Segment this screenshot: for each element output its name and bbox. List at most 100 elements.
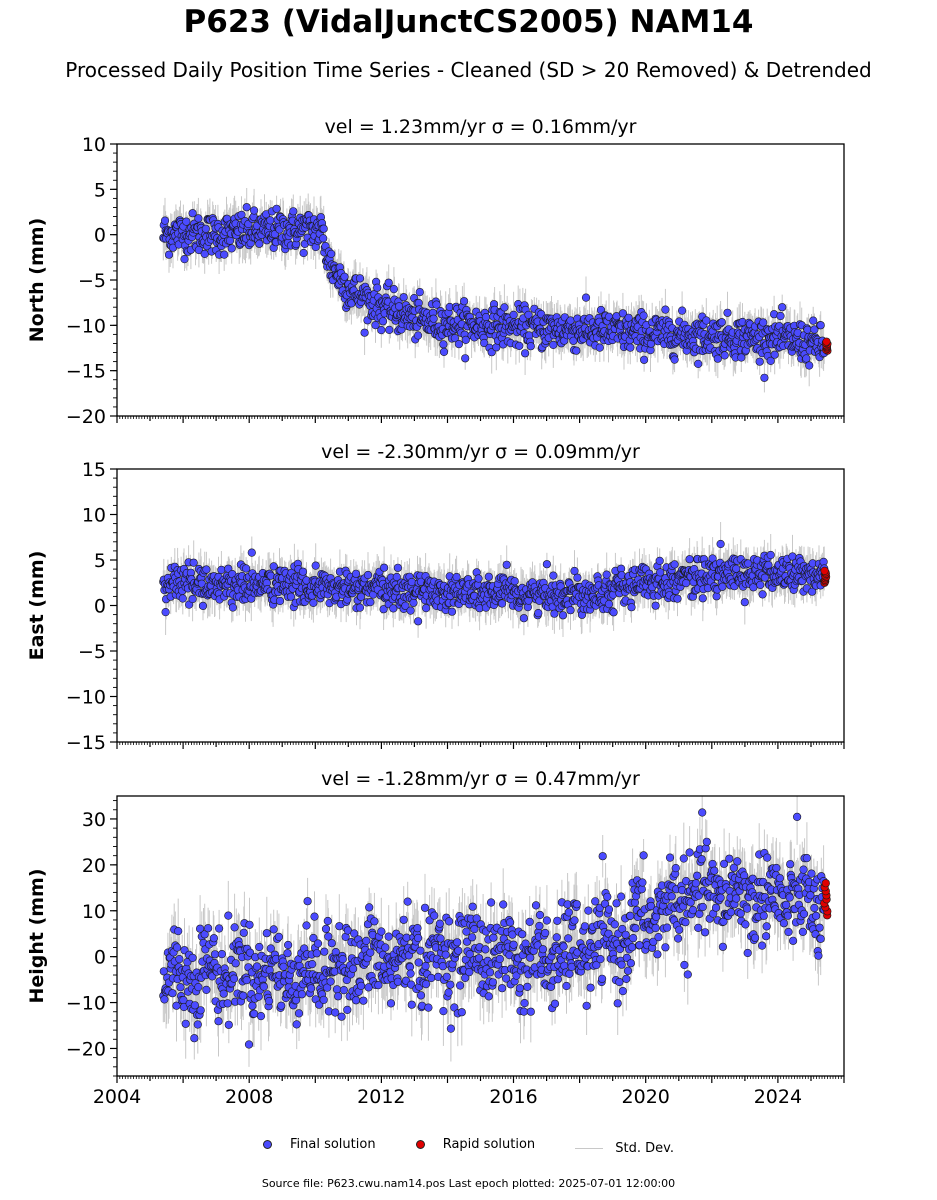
final-solution-point: [414, 617, 423, 626]
final-solution-point: [542, 560, 552, 569]
final-solution-point: [228, 603, 237, 612]
final-solution-point: [776, 311, 785, 321]
final-solution-point: [661, 305, 670, 314]
final-solution-point: [450, 334, 460, 343]
final-solution-point: [439, 340, 448, 349]
final-solution-point: [299, 248, 308, 258]
final-solution-point: [407, 577, 416, 587]
final-solution-point: [182, 217, 191, 226]
rapid-solution-point: [820, 566, 829, 576]
final-solution-point: [363, 570, 373, 580]
final-solution-point: [573, 573, 582, 582]
final-solution-point: [351, 569, 361, 578]
final-solution-point: [500, 303, 509, 312]
final-solution-point: [549, 340, 558, 350]
y-tick-label: 10: [82, 134, 106, 156]
final-solution-point: [481, 313, 491, 322]
final-solution-point: [712, 592, 721, 601]
x-axis-ticks: [116, 416, 845, 423]
final-solution-point: [515, 341, 524, 351]
final-solution-point: [340, 272, 349, 281]
final-solution-point: [298, 567, 308, 576]
final-solution-point: [759, 318, 768, 327]
final-solution-point: [201, 224, 210, 233]
final-solution-point: [289, 207, 298, 216]
final-solution-point: [161, 607, 170, 617]
final-solution-point: [225, 236, 235, 245]
final-solution-point: [677, 306, 687, 315]
final-solution-point: [194, 214, 203, 223]
final-solution-point: [670, 560, 679, 569]
plot-area: [159, 188, 832, 393]
final-solution-point: [713, 354, 722, 363]
final-solution-point: [581, 293, 591, 302]
final-solution-point: [355, 603, 365, 612]
y-tick-label: 0: [94, 225, 106, 247]
final-solution-point: [461, 335, 470, 345]
final-solution-point: [266, 216, 275, 225]
panel-title: vel = -2.30mm/yr σ = 0.09mm/yr: [321, 441, 640, 463]
figure-subtitle: Processed Daily Position Time Series - C…: [65, 58, 872, 82]
y-axis-label: East (mm): [26, 551, 48, 661]
final-solution-point: [673, 594, 682, 603]
y-tick-label: −5: [78, 641, 106, 663]
final-solution-point: [807, 587, 817, 596]
final-solution-point: [452, 572, 461, 582]
final-solution-point: [355, 274, 365, 283]
final-solution-point: [755, 357, 764, 366]
final-solution-point: [454, 340, 464, 349]
final-solution-point: [406, 606, 415, 615]
final-solution-point: [694, 359, 703, 369]
final-solution-point: [760, 373, 769, 382]
final-solution-point: [474, 574, 483, 583]
final-solution-point: [460, 297, 469, 306]
final-solution-point: [509, 310, 518, 320]
final-solution-point: [602, 570, 611, 579]
final-solution-point: [384, 278, 393, 287]
final-solution-point: [717, 318, 726, 327]
final-solution-point: [255, 239, 264, 248]
final-solution-point: [250, 206, 259, 215]
final-solution-point: [439, 347, 449, 357]
final-solution-point: [389, 604, 398, 613]
final-solution-point: [756, 580, 765, 590]
y-tick-label: −20: [66, 406, 106, 428]
final-solution-point: [723, 308, 732, 317]
y-axis-ticks: 10 5 0 −5 −10 −15 −20: [66, 134, 117, 428]
final-solution-point: [484, 572, 493, 581]
final-solution-point: [286, 592, 296, 601]
rapid-solution-points: [821, 337, 832, 355]
y-tick-label: −10: [66, 687, 106, 709]
final-solution-point: [681, 578, 691, 588]
final-solution-point: [572, 346, 581, 355]
final-solution-point: [698, 594, 707, 603]
final-solution-point: [366, 597, 375, 607]
final-solution-point: [227, 244, 236, 253]
final-solution-point: [319, 224, 328, 233]
final-solution-point: [269, 562, 278, 571]
final-solution-point: [220, 250, 229, 259]
final-solution-point: [604, 599, 614, 609]
final-solution-point: [392, 572, 401, 582]
final-solution-point: [609, 608, 618, 617]
final-solution-point: [380, 563, 389, 572]
panel-1: vel = -2.30mm/yr σ = 0.09mm/yr East (mm) 1…: [26, 441, 845, 754]
final-solution-point: [639, 355, 649, 364]
final-solution-point: [549, 571, 558, 580]
final-solution-point: [178, 594, 187, 603]
final-solution-point: [805, 361, 814, 370]
final-solution-point: [188, 594, 197, 604]
final-solution-point: [702, 316, 711, 325]
plot-area: [159, 522, 831, 638]
final-solution-point: [447, 607, 457, 616]
final-solution-point: [766, 550, 775, 560]
panel-0: vel = 1.23mm/yr σ = 0.16mm/yr North (mm) 1…: [26, 116, 845, 428]
final-solution-point: [570, 566, 579, 576]
final-solution-point: [188, 209, 197, 218]
final-solution-point: [164, 250, 174, 259]
panel-title: vel = 1.23mm/yr σ = 0.16mm/yr: [325, 116, 637, 138]
rapid-solution-point: [822, 337, 831, 346]
final-solution-point: [809, 316, 818, 325]
final-solution-point: [461, 354, 470, 363]
